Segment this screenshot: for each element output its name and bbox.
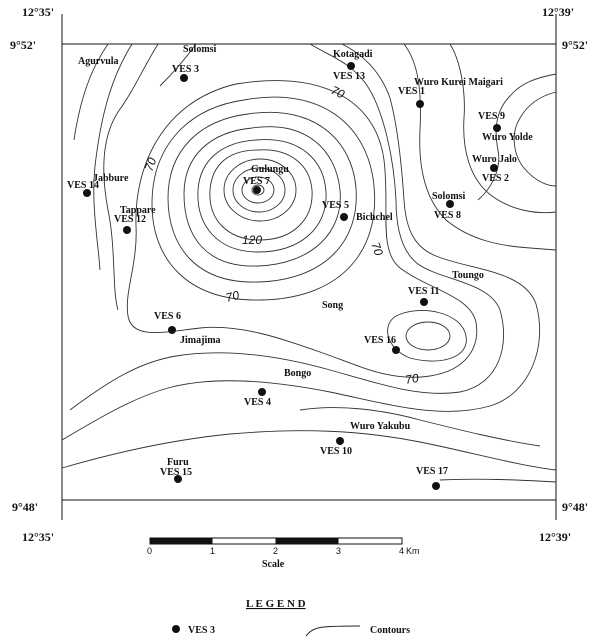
ves-label: VES 12	[114, 214, 146, 225]
contour-label: 120	[242, 233, 262, 247]
place-label: Agurvula	[78, 56, 119, 67]
contour-label: 70	[224, 288, 241, 305]
ves-labels: VES 3 VES 13 VES 1 VES 9 VES 2 VES 7 VES…	[67, 64, 509, 478]
place-label: Wuro Yolde	[482, 132, 533, 143]
ves-label: VES 1	[398, 86, 425, 97]
legend-point-label: VES 3	[188, 625, 215, 636]
place-label: Furu	[167, 457, 189, 468]
place-label: Tappare	[120, 205, 156, 216]
contour-label: 70	[142, 155, 160, 173]
ves-label: VES 17	[416, 466, 448, 477]
contour-label: 70	[329, 83, 347, 101]
ves-point	[446, 200, 454, 208]
coord-bottom-right-lon: 12°39'	[539, 530, 571, 544]
place-label: Wuro Yakubu	[350, 421, 411, 432]
ves-point	[392, 346, 400, 354]
scale-tick-label: 4	[399, 546, 404, 556]
ves-label: VES 11	[408, 286, 439, 297]
place-names: Agurvula Solomsi Kotagadi Wuro Kurei Mai…	[78, 44, 533, 468]
legend: L E G E N D VES 3 Contours	[172, 598, 410, 637]
ves-point	[493, 124, 501, 132]
ves-point	[416, 100, 424, 108]
place-label: Gulungu	[251, 164, 289, 175]
ves-point	[420, 298, 428, 306]
ves-label: VES 3	[172, 64, 199, 75]
ves-label: VES 5	[322, 200, 349, 211]
ves-label: VES 6	[154, 311, 181, 322]
ves-point	[174, 475, 182, 483]
scale-tick-label: 2	[273, 546, 278, 556]
ves-label: VES 4	[244, 397, 271, 408]
ves-label: VES 10	[320, 446, 352, 457]
place-label: Wuro Jalo	[472, 154, 517, 165]
legend-title: L E G E N D	[246, 598, 306, 610]
coord-bottom-left-lat: 9°48'	[12, 500, 38, 514]
ves-label: VES 14	[67, 180, 99, 191]
ves-point	[258, 388, 266, 396]
scale-tick-label: 3	[336, 546, 341, 556]
place-label: Toungo	[452, 270, 484, 281]
place-label: Bongo	[284, 368, 311, 379]
contour-label: 70	[368, 240, 386, 258]
ves-point	[336, 437, 344, 445]
scale-tick-label: 0	[147, 546, 152, 556]
ves-point	[490, 164, 498, 172]
ves-label: VES 9	[478, 111, 505, 122]
place-label: Jimajima	[180, 335, 221, 346]
contour-lines	[61, 43, 557, 483]
ves-point	[432, 482, 440, 490]
scale-unit: Km	[406, 546, 420, 556]
coord-top-right-lat: 9°52'	[562, 38, 588, 52]
legend-line-label: Contours	[370, 625, 410, 636]
ves-label: VES 2	[482, 173, 509, 184]
ves-point	[347, 62, 355, 70]
place-label: Bichchel	[356, 212, 393, 223]
ves-point	[123, 226, 131, 234]
ves-point	[180, 74, 188, 82]
place-label: Song	[322, 300, 343, 311]
place-label: Jabbure	[93, 173, 129, 184]
scale-bar: 0 1 2 3 4 Km Scale	[147, 537, 420, 570]
scale-tick-label: 1	[210, 546, 215, 556]
ves-points	[83, 62, 501, 490]
ves-label: VES 7	[243, 176, 270, 187]
ves-label: VES 8	[434, 210, 461, 221]
scale-title: Scale	[262, 559, 285, 570]
ves-label: VES 13	[333, 71, 365, 82]
coord-bottom-left-lon: 12°35'	[22, 530, 54, 544]
place-label: Wuro Kurei Maigari	[414, 77, 503, 88]
place-label: Kotagadi	[333, 49, 373, 60]
contour-labels: 70 70 120 70 70 70	[142, 83, 420, 387]
place-label: Solomsi	[183, 44, 217, 55]
map-frame	[61, 14, 557, 520]
ves-point	[83, 189, 91, 197]
ves-point	[253, 186, 261, 194]
coord-bottom-right-lat: 9°48'	[562, 500, 588, 514]
legend-contour-symbol	[305, 625, 361, 637]
ves-point	[340, 213, 348, 221]
coord-top-right-lon: 12°39'	[542, 5, 574, 19]
ves-point	[168, 326, 176, 334]
place-label: Solomsi	[432, 191, 466, 202]
legend-point-symbol	[172, 625, 180, 633]
coord-top-left-lat: 9°52'	[10, 38, 36, 52]
ves-label: VES 15	[160, 467, 192, 478]
coord-top-left-lon: 12°35'	[22, 5, 54, 19]
contour-label: 70	[404, 371, 420, 387]
ves-label: VES 16	[364, 335, 396, 346]
